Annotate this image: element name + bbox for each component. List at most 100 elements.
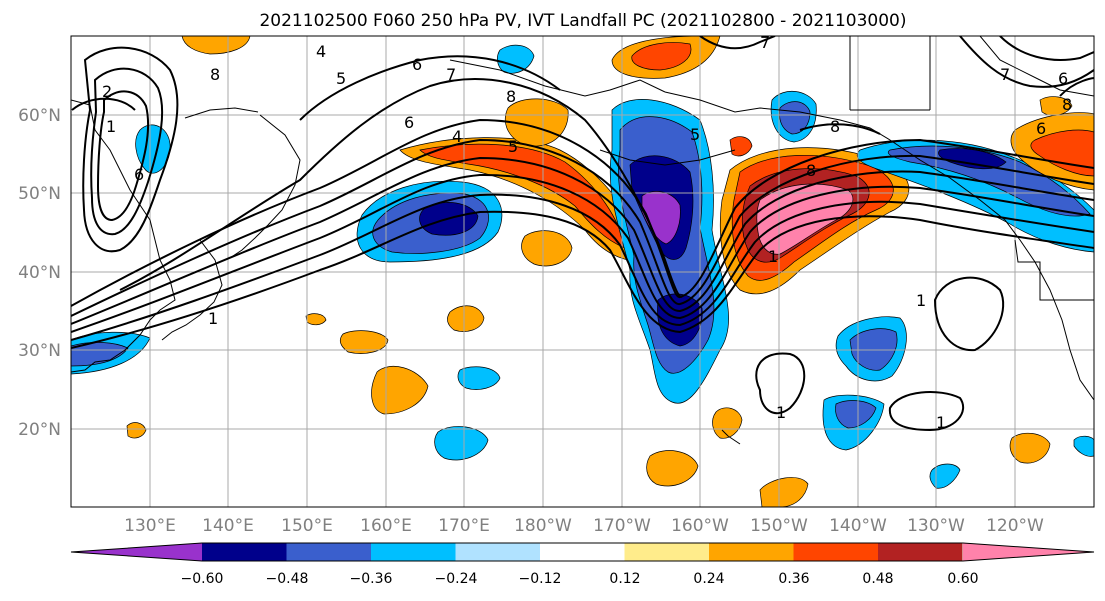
colorbar-label: 0.12 <box>609 571 640 587</box>
contour-14 <box>888 391 965 432</box>
colorbar-swatch <box>793 543 878 561</box>
shade-blob-q <box>434 426 489 461</box>
contour-18 <box>999 36 1094 61</box>
coast-na-north <box>849 36 931 111</box>
coast-canada <box>979 36 1094 97</box>
shade-blob-ab <box>305 313 327 326</box>
colorbar-label: −0.24 <box>435 571 478 587</box>
shade-blob-ad <box>729 136 753 157</box>
contour-label: 7 <box>760 33 770 52</box>
colorbar-label: 0.24 <box>693 571 724 587</box>
contour-4 <box>71 156 1094 325</box>
lat-label: 50°N <box>18 184 61 204</box>
contour-label: 1 <box>776 403 786 422</box>
shade-band-k3 <box>938 148 1007 170</box>
lon-label: 140°W <box>829 516 887 536</box>
contour-label: 6 <box>1036 119 1046 138</box>
contour-label: 6 <box>1058 69 1068 88</box>
contour-3 <box>71 173 1094 333</box>
colorbar-swatch <box>540 543 625 561</box>
colorbar-swatch <box>624 543 709 561</box>
lon-label: 130°E <box>124 516 176 536</box>
lon-label: 170°E <box>438 516 490 536</box>
contour-label: 5 <box>690 125 700 144</box>
colorbar: −0.60 −0.48 −0.36 −0.24 −0.12 0.12 0.24 … <box>70 542 1095 587</box>
contour-label: 1 <box>106 117 116 136</box>
contour-label: 8 <box>210 65 220 84</box>
colorbar-swatches <box>70 542 1095 562</box>
shade-blob-y <box>929 463 961 489</box>
colorbar-swatch <box>71 543 202 561</box>
colorbar-label: 0.48 <box>862 571 893 587</box>
shade-blob-g2 <box>631 42 692 71</box>
shade-blob-r <box>457 366 501 390</box>
contour-label: 8 <box>1062 95 1072 114</box>
lon-label: 150°E <box>281 516 333 536</box>
coastlines <box>71 36 1094 445</box>
contour-7 <box>119 78 683 298</box>
shade-blob-t <box>712 407 743 439</box>
lon-label: 160°W <box>671 516 729 536</box>
colorbar-outline <box>70 542 1095 562</box>
colorbar-swatch <box>286 543 371 561</box>
contour-8 <box>299 55 561 121</box>
contour-label: 4 <box>316 42 326 61</box>
lon-label: 160°E <box>360 516 412 536</box>
shade-blob-l2 <box>1030 129 1094 177</box>
lon-label: 150°W <box>750 516 808 536</box>
contour-label: 7 <box>1000 65 1010 84</box>
colorbar-label: −0.12 <box>519 571 562 587</box>
lon-label: 180°W <box>514 516 572 536</box>
contour-17 <box>959 36 1094 88</box>
contour-label: 7 <box>446 65 456 84</box>
colorbar-swatch <box>455 543 540 561</box>
shade-blob-o <box>339 330 389 354</box>
contour-label: 8 <box>806 161 816 180</box>
shade-blob-f <box>181 36 251 55</box>
contour-label: 1 <box>208 309 218 328</box>
lon-label: 120°W <box>986 516 1044 536</box>
map-frame <box>70 35 1095 508</box>
coast-us-west <box>1014 239 1094 301</box>
lon-label: 140°E <box>202 516 254 536</box>
lat-label: 60°N <box>18 106 61 126</box>
lat-label: 40°N <box>18 263 61 283</box>
shade-blob-m <box>521 230 573 267</box>
contour-label: 8 <box>506 87 516 106</box>
shade-blob-n <box>447 305 485 332</box>
colorbar-swatch <box>202 543 287 561</box>
figure-title: 2021102500 F060 250 hPa PV, IVT Landfall… <box>259 11 906 31</box>
shade-blob-x <box>1009 432 1051 464</box>
colorbar-label: 0.36 <box>778 571 809 587</box>
coast-kamchatka <box>259 114 301 226</box>
shade-blob-aa <box>126 422 147 439</box>
contour-label: 1 <box>916 291 926 310</box>
contour-11 <box>96 90 150 222</box>
shade-blob-s <box>646 450 699 487</box>
contour-13 <box>755 352 806 415</box>
longitude-labels: 130°E 140°E 150°E 160°E 170°E 180°W 170°… <box>124 516 1044 536</box>
shade-blob-e <box>504 98 569 147</box>
colorbar-swatch <box>878 543 963 561</box>
contour-label: 6 <box>412 55 422 74</box>
coast-alaska <box>664 91 1094 401</box>
lat-label: 20°N <box>18 420 61 440</box>
contour-label: 5 <box>508 137 518 156</box>
colorbar-label: −0.60 <box>181 571 224 587</box>
lon-label: 170°W <box>593 516 651 536</box>
coast-okhotsk <box>184 107 259 119</box>
colorbar-tick-labels: −0.60 −0.48 −0.36 −0.24 −0.12 0.12 0.24 … <box>181 571 979 587</box>
lat-label: 30°N <box>18 341 61 361</box>
shade-band-k2 <box>887 145 1091 217</box>
shading-layer <box>71 36 1094 507</box>
contour-label: 1 <box>768 247 778 266</box>
contour-label: 5 <box>336 69 346 88</box>
shade-band-d2 <box>419 143 626 249</box>
map-panel: 2 1 6 8 4 5 6 7 8 4 5 6 7 8 1 1 1 1 1 5 <box>70 33 1095 508</box>
contour-15 <box>933 276 1005 352</box>
contour-19 <box>699 36 776 50</box>
colorbar-label: 0.60 <box>947 571 978 587</box>
coast-asia <box>71 99 176 373</box>
pv-contours <box>71 36 1094 432</box>
